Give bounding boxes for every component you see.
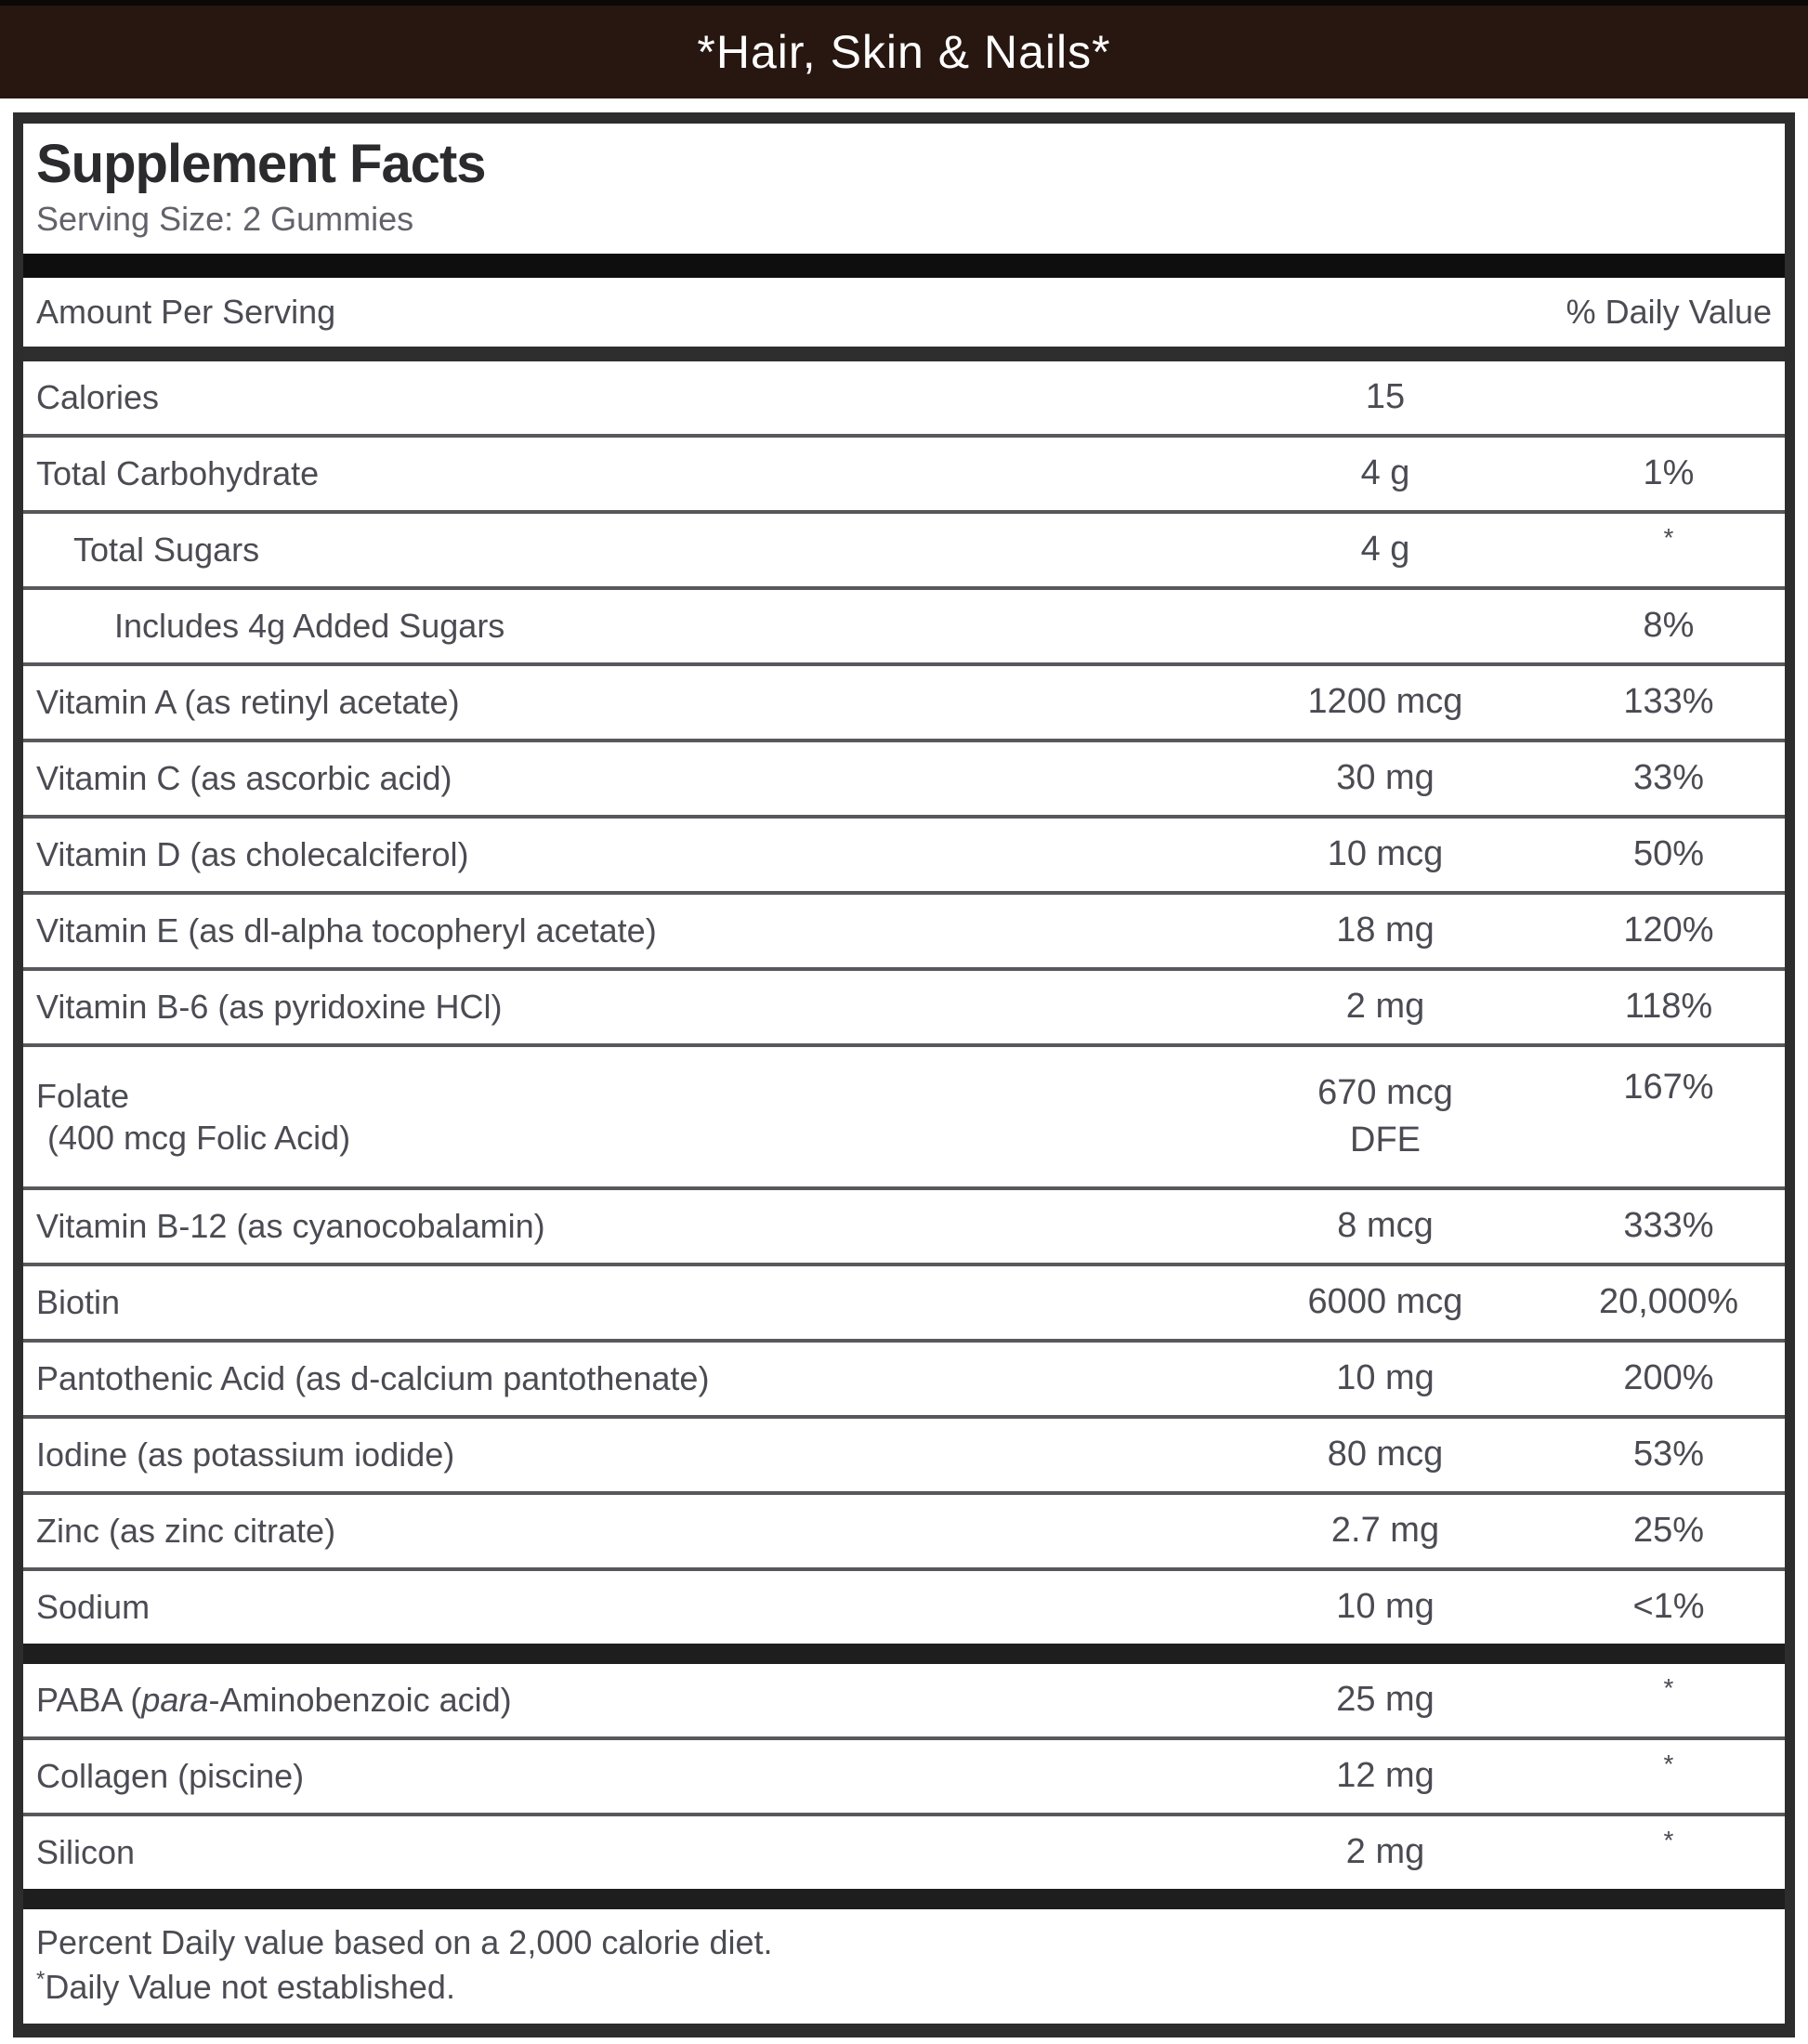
table-row: Vitamin A (as retinyl acetate) 1200 mcg 13… [23,662,1785,739]
footnote-divider-bar [23,1888,1785,1909]
row-daily-value: 118% [1624,987,1713,1027]
label-title: Supplement Facts [36,134,487,194]
row-amount: 10 mg [1336,1358,1435,1398]
table-row: Vitamin B-6 (as pyridoxine HCl) 2 mg 118% [23,966,1785,1043]
row-amount: 10 mg [1336,1587,1435,1627]
row-daily-value: 1% [1643,453,1695,493]
row-amount: 25 mg [1336,1680,1435,1720]
table-row: Total Carbohydrate 4 g 1% [23,433,1785,510]
table-section: Calories 15 Total Carbohydrate 4 g 1% Total S… [23,361,1785,1644]
row-label: Vitamin B-6 (as pyridoxine HCl) [36,988,503,1027]
section-divider-bar [23,1643,1785,1664]
row-amount: 1200 mcg [1307,682,1463,722]
row-daily-value: 133% [1623,682,1714,722]
row-daily-value: 25% [1632,1511,1705,1551]
row-amount: 12 mg [1336,1756,1435,1796]
top-edge-bar [0,0,1808,6]
column-header-daily-value: % Daily Value [1566,292,1772,331]
row-amount: 2 mg [1345,1832,1425,1872]
row-daily-value: 33% [1632,758,1705,798]
row-amount: 670 mcg DFE [1317,1072,1453,1160]
row-label: Vitamin E (as dl-alpha tocopheryl acetat… [36,911,657,950]
row-amount: 10 mcg [1327,834,1444,874]
product-category-banner: *Hair, Skin & Nails* [0,6,1808,98]
table-row: Iodine (as potassium iodide) 80 mcg 53% [23,1414,1785,1491]
row-daily-value: 200% [1623,1358,1714,1398]
row-amount: 6000 mcg [1307,1282,1463,1322]
row-label: Calories [36,378,160,417]
table-row: Vitamin B-12 (as cyanocobalamin) 8 mcg 333… [23,1186,1785,1263]
row-label: Total Carbohydrate [36,454,320,493]
footnote-asterisk: * [36,1967,46,1993]
row-daily-value: <1% [1632,1587,1705,1627]
footnote-line1: Percent Daily value based on a 2,000 cal… [36,1922,773,1961]
table-row: Includes 4g Added Sugars 8% [23,585,1785,662]
row-label: Vitamin C (as ascorbic acid) [36,759,452,798]
row-label: Biotin [36,1283,121,1322]
row-label: Iodine (as potassium iodide) [36,1435,455,1474]
row-daily-value: 50% [1632,834,1705,874]
row-amount: 2.7 mg [1330,1511,1440,1551]
table-row: Collagen (piscine) 12 mg * [23,1736,1785,1813]
table-row: Total Sugars 4 g * [23,509,1785,586]
row-daily-value: * [1663,522,1674,552]
row-label: Vitamin D (as cholecalciferol) [36,835,469,874]
table-row: Biotin 6000 mcg 20,000% [23,1262,1785,1339]
row-label: Pantothenic Acid (as d-calcium pantothen… [36,1359,710,1398]
row-amount: 18 mg [1336,911,1435,950]
row-label: Silicon [36,1833,136,1872]
row-amount: 2 mg [1345,987,1425,1027]
row-label: Folate (400 mcg Folic Acid) [23,1069,1218,1164]
row-daily-value: 8% [1643,606,1695,646]
row-label: Vitamin A (as retinyl acetate) [36,683,460,722]
row-daily-value: * [1663,1825,1674,1854]
row-amount: 4 g [1360,530,1410,570]
row-amount: 30 mg [1336,758,1435,798]
row-label: Includes 4g Added Sugars [114,607,505,646]
table-row: Sodium 10 mg <1% [23,1566,1785,1644]
row-label: PABA (para-Aminobenzoic acid) [36,1681,512,1720]
table-row: PABA (para-Aminobenzoic acid) 25 mg * [23,1664,1785,1736]
serving-divider-bar [23,253,1785,278]
row-label: Vitamin B-12 (as cyanocobalamin) [36,1207,545,1246]
row-daily-value: 120% [1623,911,1714,950]
row-label: Zinc (as zinc citrate) [36,1512,336,1551]
footnote-line2-text: Daily Value not established. [45,1968,455,2007]
row-amount: 8 mcg [1337,1206,1434,1246]
row-daily-value: * [1663,1749,1674,1778]
row-label: Collagen (piscine) [36,1757,305,1796]
table-section: PABA (para-Aminobenzoic acid) 25 mg * Colla… [23,1664,1785,1889]
table-row: Calories 15 [23,361,1785,434]
row-amount: 4 g [1360,453,1410,493]
facts-table: Calories 15 Total Carbohydrate 4 g 1% Total S… [23,361,1785,1889]
column-header-amount: Amount Per Serving [36,292,336,331]
column-header-row: Amount Per Serving % Daily Value [23,278,1785,347]
table-row: Vitamin C (as ascorbic acid) 30 mg 33% [23,738,1785,815]
footnote-line2: *Daily Value not established. [36,1965,1772,2011]
table-row: Vitamin D (as cholecalciferol) 10 mcg 50% [23,814,1785,891]
row-daily-value: 333% [1623,1206,1714,1246]
footnotes: Percent Daily value based on a 2,000 cal… [23,1909,1785,2024]
table-row: Folate (400 mcg Folic Acid) 670 mcg DFE 167% [23,1042,1785,1186]
row-daily-value: * [1663,1672,1674,1702]
table-row: Silicon 2 mg * [23,1812,1785,1889]
row-amount: 80 mcg [1327,1435,1444,1474]
row-daily-value: 20,000% [1598,1282,1738,1322]
row-label: Sodium [36,1588,151,1627]
table-row: Vitamin E (as dl-alpha tocopheryl acetat… [23,890,1785,967]
row-label: Total Sugars [73,531,260,570]
supplement-facts-box: Supplement Facts Serving Size: 2 Gummies… [13,112,1795,2037]
banner-gap [0,98,1808,112]
table-row: Pantothenic Acid (as d-calcium pantothen… [23,1338,1785,1415]
row-label-line2: (400 mcg Folic Acid) [47,1118,351,1157]
banner-text: *Hair, Skin & Nails* [697,26,1111,78]
table-row: Zinc (as zinc citrate) 2.7 mg 25% [23,1490,1785,1567]
row-daily-value: 53% [1632,1435,1705,1474]
header-rule [23,346,1785,361]
serving-size: Serving Size: 2 Gummies [36,199,414,238]
row-label-italic: para [141,1681,209,1720]
row-amount: 15 [1365,377,1406,417]
row-daily-value: 167% [1623,1067,1714,1107]
